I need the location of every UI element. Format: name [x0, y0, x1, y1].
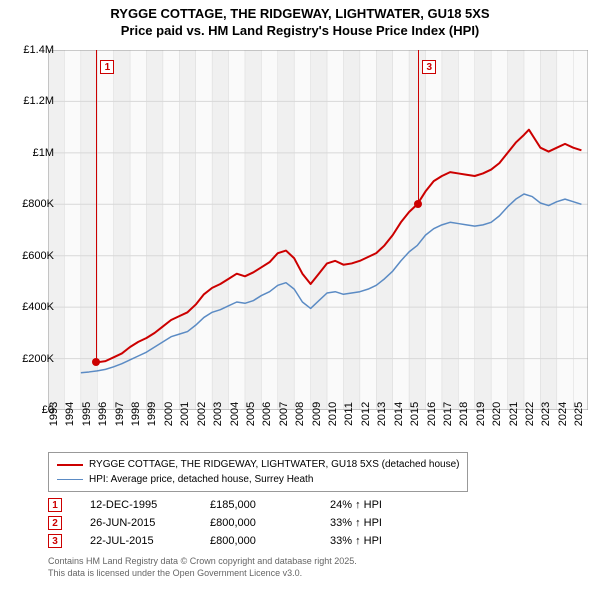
sales-hpi: 24% ↑ HPI	[330, 499, 450, 511]
sale-marker-line	[418, 50, 419, 204]
x-tick-label: 1997	[114, 402, 126, 426]
y-tick-label: £1M	[33, 147, 54, 159]
x-tick-label: 2017	[442, 402, 454, 426]
sales-table: 1 12-DEC-1995£185,00024% ↑ HPI 2 26-JUN-201…	[48, 496, 450, 550]
x-tick-label: 2009	[311, 402, 323, 426]
sale-marker-line	[96, 50, 97, 362]
x-tick-label: 1994	[64, 402, 76, 426]
x-tick-label: 2007	[278, 402, 290, 426]
chart-title: RYGGE COTTAGE, THE RIDGEWAY, LIGHTWATER,…	[0, 0, 600, 40]
legend-label: HPI: Average price, detached house, Surr…	[89, 472, 313, 487]
x-tick-label: 1995	[81, 402, 93, 426]
x-tick-label: 2015	[409, 402, 421, 426]
x-tick-label: 2001	[179, 402, 191, 426]
y-tick-label: £1.4M	[23, 44, 54, 56]
x-tick-label: 2013	[376, 402, 388, 426]
sales-price: £185,000	[210, 499, 330, 511]
sales-hpi: 33% ↑ HPI	[330, 517, 450, 529]
legend-label: RYGGE COTTAGE, THE RIDGEWAY, LIGHTWATER,…	[89, 457, 459, 472]
x-tick-label: 2019	[475, 402, 487, 426]
footnote-line2: This data is licensed under the Open Gov…	[48, 568, 357, 580]
y-tick-label: £1.2M	[23, 95, 54, 107]
x-tick-label: 2008	[294, 402, 306, 426]
footnote: Contains HM Land Registry data © Crown c…	[48, 556, 357, 579]
x-tick-label: 2011	[343, 402, 355, 426]
title-line1: RYGGE COTTAGE, THE RIDGEWAY, LIGHTWATER,…	[0, 6, 600, 23]
sales-row-marker: 1	[48, 498, 62, 512]
sale-marker-box: 3	[422, 60, 436, 74]
chart-plot-area	[48, 50, 588, 410]
x-tick-label: 2010	[327, 402, 339, 426]
sales-price: £800,000	[210, 535, 330, 547]
y-tick-label: £200K	[22, 353, 54, 365]
legend: RYGGE COTTAGE, THE RIDGEWAY, LIGHTWATER,…	[48, 452, 468, 492]
sales-date: 26-JUN-2015	[90, 517, 210, 529]
footnote-line1: Contains HM Land Registry data © Crown c…	[48, 556, 357, 568]
x-tick-label: 2014	[393, 402, 405, 426]
x-tick-label: 1996	[97, 402, 109, 426]
x-tick-label: 2003	[212, 402, 224, 426]
y-tick-label: £400K	[22, 301, 54, 313]
y-tick-label: £600K	[22, 250, 54, 262]
sales-row-marker: 3	[48, 534, 62, 548]
sales-row-marker: 2	[48, 516, 62, 530]
sales-row: 1 12-DEC-1995£185,00024% ↑ HPI	[48, 496, 450, 514]
x-tick-label: 2016	[426, 402, 438, 426]
x-tick-label: 2006	[261, 402, 273, 426]
sales-row: 3 22-JUL-2015£800,00033% ↑ HPI	[48, 532, 450, 550]
title-line2: Price paid vs. HM Land Registry's House …	[0, 23, 600, 40]
chart-container: RYGGE COTTAGE, THE RIDGEWAY, LIGHTWATER,…	[0, 0, 600, 590]
x-tick-label: 2022	[524, 402, 536, 426]
sales-date: 12-DEC-1995	[90, 499, 210, 511]
sale-marker-box: 1	[100, 60, 114, 74]
x-tick-label: 2005	[245, 402, 257, 426]
x-tick-label: 2004	[229, 402, 241, 426]
x-tick-label: 2018	[458, 402, 470, 426]
x-tick-label: 2020	[491, 402, 503, 426]
x-tick-label: 2012	[360, 402, 372, 426]
x-tick-label: 2023	[540, 402, 552, 426]
legend-item: RYGGE COTTAGE, THE RIDGEWAY, LIGHTWATER,…	[57, 457, 459, 472]
x-tick-label: 2002	[196, 402, 208, 426]
x-tick-label: 2021	[508, 402, 520, 426]
sales-price: £800,000	[210, 517, 330, 529]
legend-swatch	[57, 464, 83, 466]
sales-hpi: 33% ↑ HPI	[330, 535, 450, 547]
sale-marker-dot	[92, 358, 100, 366]
x-tick-label: 2025	[573, 402, 585, 426]
chart-svg	[48, 50, 588, 410]
legend-item: HPI: Average price, detached house, Surr…	[57, 472, 459, 487]
x-tick-label: 1998	[130, 402, 142, 426]
legend-swatch	[57, 479, 83, 480]
sales-row: 2 26-JUN-2015£800,00033% ↑ HPI	[48, 514, 450, 532]
x-tick-label: 1999	[146, 402, 158, 426]
x-tick-label: 2024	[557, 402, 569, 426]
sales-date: 22-JUL-2015	[90, 535, 210, 547]
x-tick-label: 1993	[48, 402, 60, 426]
sale-marker-dot	[414, 200, 422, 208]
y-tick-label: £800K	[22, 198, 54, 210]
x-tick-label: 2000	[163, 402, 175, 426]
